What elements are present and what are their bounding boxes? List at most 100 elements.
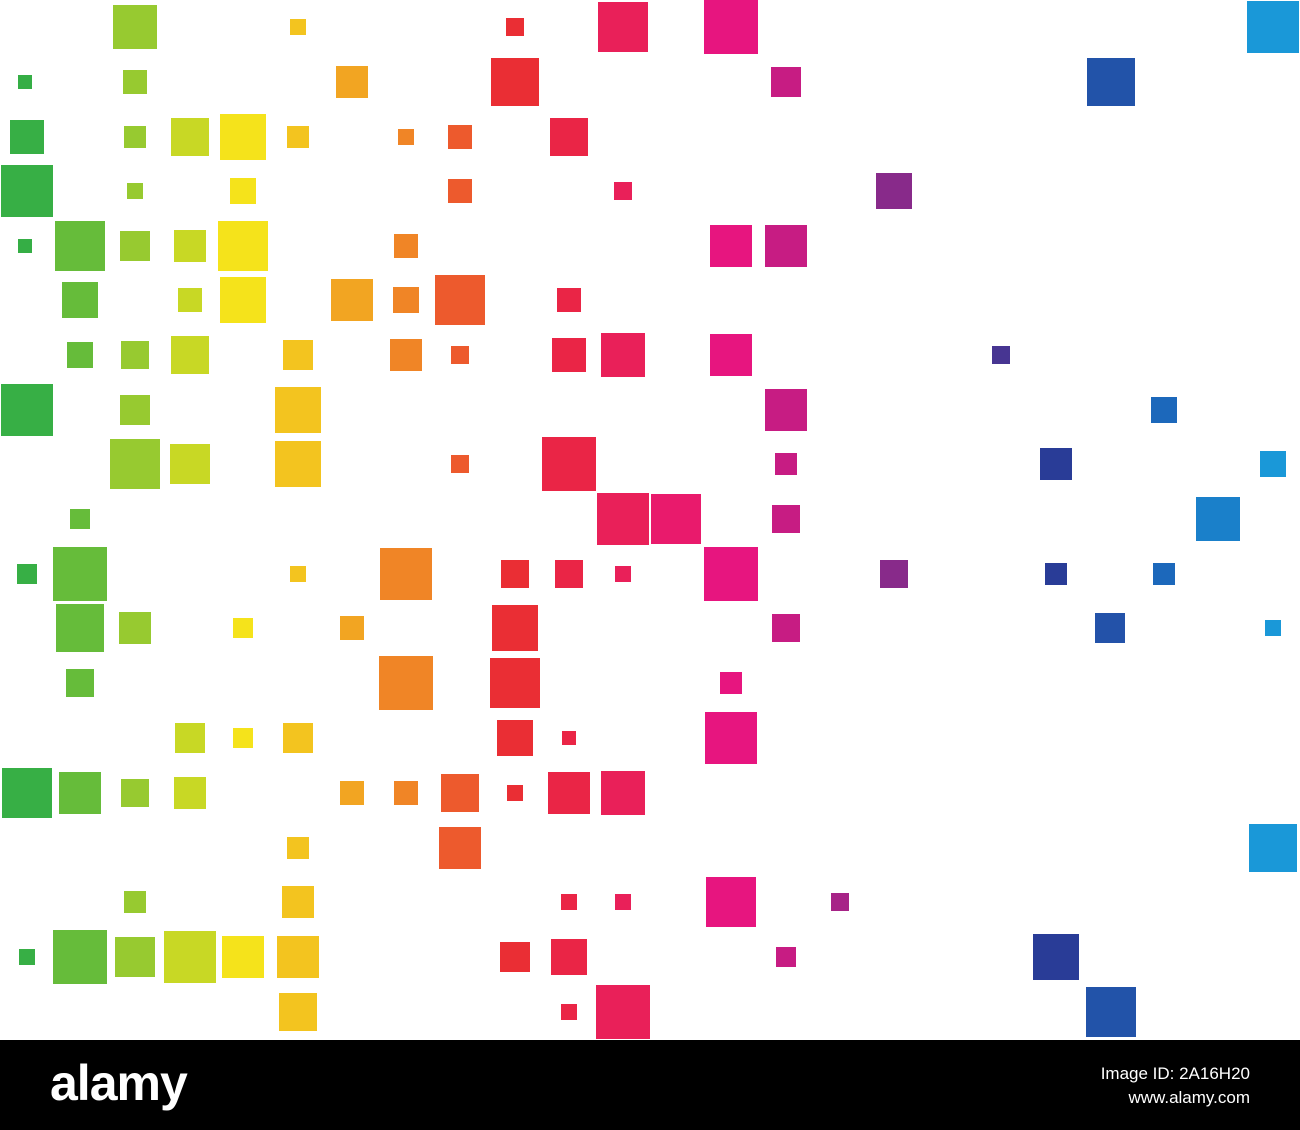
square: [710, 334, 752, 376]
square: [290, 566, 306, 582]
square: [62, 282, 98, 318]
square: [380, 548, 432, 600]
square: [275, 441, 321, 487]
square: [123, 70, 147, 94]
square: [765, 389, 807, 431]
square: [1, 165, 53, 217]
square: [67, 342, 93, 368]
square: [491, 58, 539, 106]
square: [1249, 824, 1297, 872]
square: [275, 387, 321, 433]
square: [557, 288, 581, 312]
square: [70, 509, 90, 529]
square: [171, 118, 209, 156]
square: [113, 5, 157, 49]
square: [492, 605, 538, 651]
square: [1153, 563, 1175, 585]
square: [178, 288, 202, 312]
square: [992, 346, 1010, 364]
square: [551, 939, 587, 975]
square: [119, 612, 151, 644]
footer-bar: [0, 1040, 1300, 1130]
square: [552, 338, 586, 372]
square: [614, 182, 632, 200]
square: [18, 75, 32, 89]
square: [720, 672, 742, 694]
square: [651, 494, 701, 544]
square: [1196, 497, 1240, 541]
square: [174, 777, 206, 809]
square: [441, 774, 479, 812]
square: [772, 614, 800, 642]
square: [336, 66, 368, 98]
square: [615, 566, 631, 582]
square: [164, 931, 216, 983]
square: [598, 2, 648, 52]
square: [287, 837, 309, 859]
square: [277, 936, 319, 978]
square: [448, 179, 472, 203]
square: [704, 0, 758, 54]
square: [451, 346, 469, 364]
square: [17, 564, 37, 584]
square: [775, 453, 797, 475]
square: [451, 455, 469, 473]
square: [124, 126, 146, 148]
square: [124, 891, 146, 913]
square: [439, 827, 481, 869]
square: [501, 560, 529, 588]
square: [710, 225, 752, 267]
square: [59, 772, 101, 814]
square: [230, 178, 256, 204]
square: [1045, 563, 1067, 585]
square: [233, 728, 253, 748]
square: [19, 949, 35, 965]
square: [10, 120, 44, 154]
square: [1265, 620, 1281, 636]
square: [490, 658, 540, 708]
square: [561, 894, 577, 910]
square: [283, 340, 313, 370]
square: [390, 339, 422, 371]
square: [55, 221, 105, 271]
square: [548, 772, 590, 814]
square: [120, 395, 150, 425]
square: [1040, 448, 1072, 480]
square: [53, 547, 107, 601]
square-pattern: [1, 0, 1299, 1039]
square: [561, 1004, 577, 1020]
square: [500, 942, 530, 972]
square: [601, 771, 645, 815]
square: [220, 277, 266, 323]
square: [1260, 451, 1286, 477]
square: [121, 779, 149, 807]
square: [233, 618, 253, 638]
square: [831, 893, 849, 911]
square: [127, 183, 143, 199]
square: [120, 231, 150, 261]
square: [601, 333, 645, 377]
square: [2, 768, 52, 818]
square: [175, 723, 205, 753]
square: [705, 712, 757, 764]
square: [220, 114, 266, 160]
square: [497, 720, 533, 756]
square: [394, 781, 418, 805]
square: [555, 560, 583, 588]
square: [448, 125, 472, 149]
square: [171, 336, 209, 374]
brand-logo: alamy: [50, 1055, 188, 1111]
square: [597, 493, 649, 545]
square: [706, 877, 756, 927]
square: [615, 894, 631, 910]
square: [772, 505, 800, 533]
square: [776, 947, 796, 967]
square: [876, 173, 912, 209]
image-id: Image ID: 2A16H20: [1101, 1064, 1250, 1083]
square: [704, 547, 758, 601]
square: [115, 937, 155, 977]
square: [435, 275, 485, 325]
square: [596, 985, 650, 1039]
